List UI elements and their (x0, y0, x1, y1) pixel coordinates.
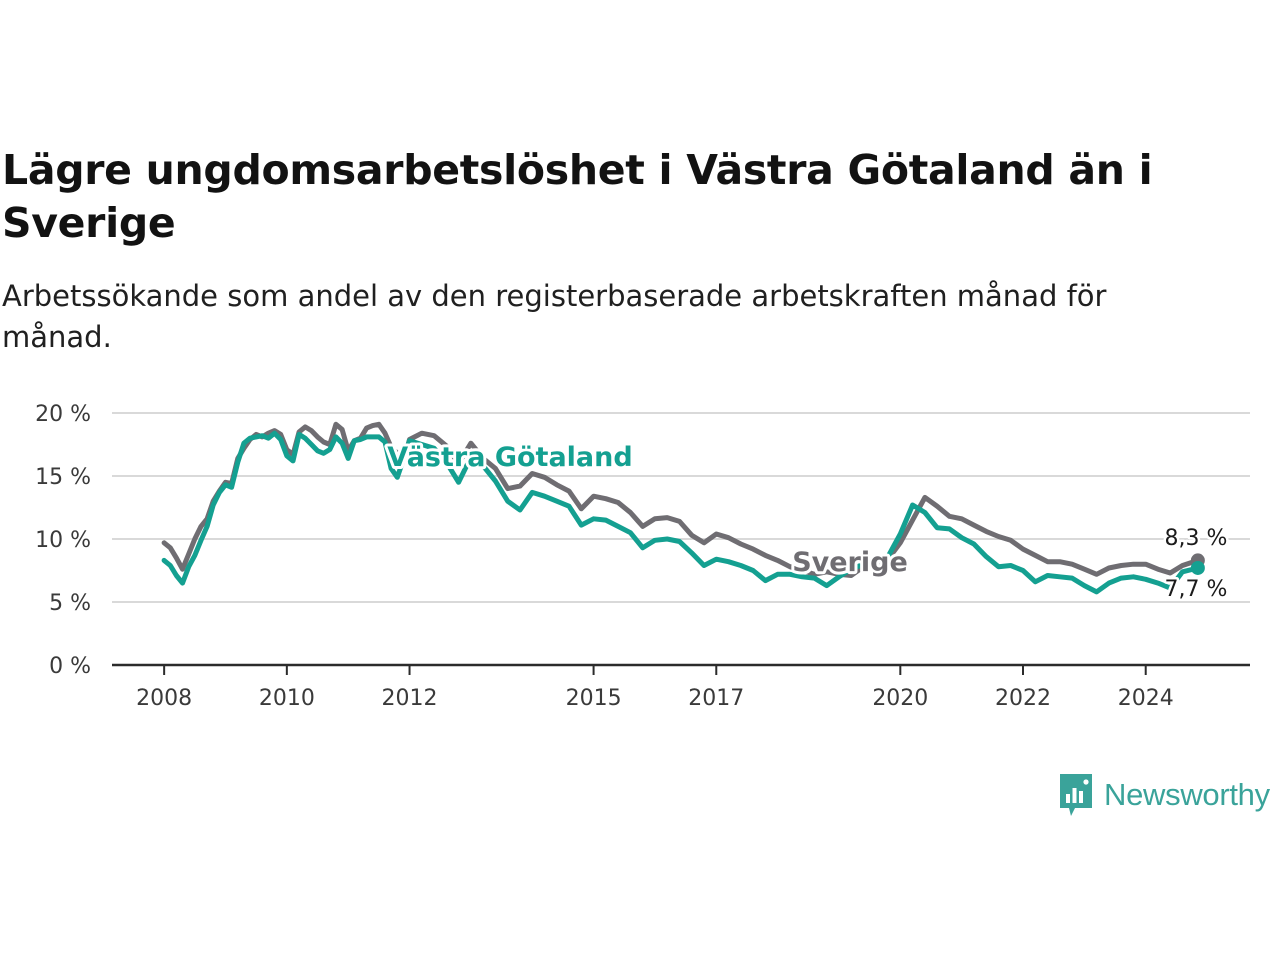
series-label-sverige: Sverige (792, 547, 908, 578)
brand-name: Newsworthy (1104, 777, 1270, 812)
chart-title: Lägre ungdomsarbetslöshet i Västra Götal… (2, 146, 1153, 247)
y-tick-label: 10 % (35, 528, 91, 553)
x-tick-label: 2012 (382, 686, 438, 711)
end-point-vastra-gotaland (1190, 560, 1205, 575)
series-line-sverige (161, 421, 1201, 578)
series-lines (161, 421, 1205, 595)
series-line-vastra-gotaland (161, 430, 1201, 595)
x-tick-label: 2020 (872, 686, 928, 711)
x-tick-label: 2015 (566, 686, 622, 711)
x-tick-label: 2008 (136, 686, 192, 711)
y-tick-label: 20 % (35, 402, 91, 427)
y-tick-label: 5 % (49, 591, 91, 616)
newsworthy-logo-icon (1060, 774, 1092, 816)
x-tick-label: 2024 (1118, 686, 1174, 711)
gridlines (112, 412, 1250, 667)
y-tick-label: 0 % (49, 654, 91, 679)
line-chart: 0 %5 %10 %15 %20 % 2008 2010 2012 2015 2017 2… (35, 402, 1250, 711)
x-tick-label: 2022 (995, 686, 1051, 711)
series-labels: Sverige Västra Götaland 8,3 % 7,7 % (384, 439, 1230, 605)
y-tick-label: 15 % (35, 465, 91, 490)
x-axis-ticks: 2008 2010 2012 2015 2017 2020 2022 2024 (136, 665, 1174, 711)
x-tick-label: 2017 (688, 686, 744, 711)
newsworthy-brand: Newsworthy (1058, 772, 1270, 818)
end-value-label-vastra-gotaland: 7,7 % (1165, 577, 1228, 602)
chart-subtitle: Arbetssökande som andel av den registerb… (2, 279, 1107, 354)
end-value-label-sverige: 8,3 % (1165, 526, 1228, 551)
series-label-vastra-gotaland: Västra Götaland (387, 442, 632, 473)
x-tick-label: 2010 (259, 686, 315, 711)
y-axis-ticks: 0 % 5 % 10 % 15 % 20 % (35, 402, 91, 679)
